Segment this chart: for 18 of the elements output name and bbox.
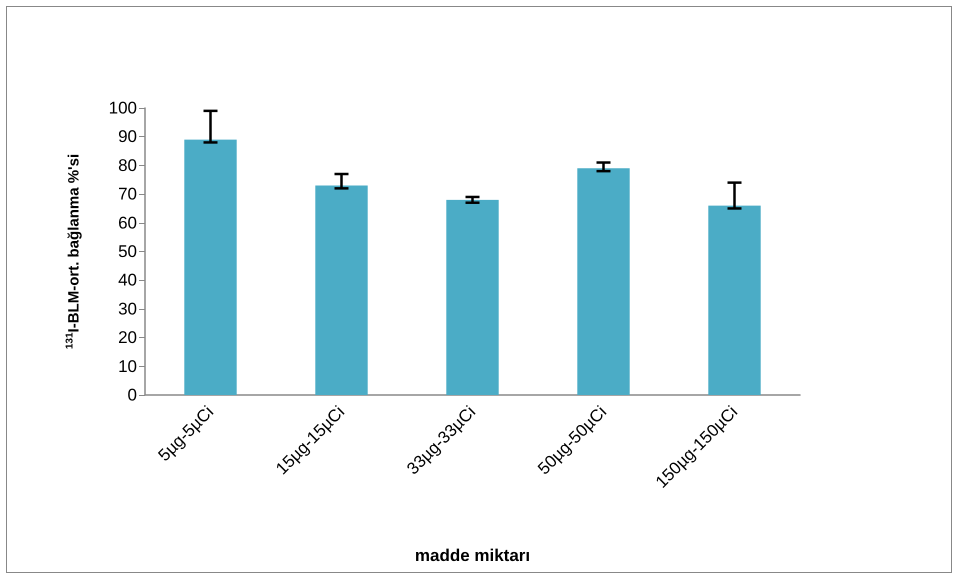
bar [577, 168, 630, 395]
y-tick-label: 20 [118, 328, 137, 348]
y-tick-label: 30 [118, 299, 137, 318]
y-tick-label: 100 [108, 98, 137, 118]
bar [708, 206, 761, 395]
bar [184, 140, 237, 395]
y-tick-label: 60 [118, 213, 137, 232]
y-tick-label: 10 [118, 356, 137, 376]
x-axis-title: madde miktarı [414, 546, 530, 565]
y-tick-label: 70 [118, 184, 137, 204]
y-axis-title: 131I-BLM-ort. bağlanma %'si [64, 154, 82, 350]
y-tick-label: 50 [118, 242, 137, 261]
y-tick-label: 90 [118, 127, 137, 146]
y-tick-label: 0 [128, 386, 137, 404]
y-tick-label: 40 [118, 270, 137, 290]
bar [315, 185, 368, 395]
bar [446, 200, 499, 395]
y-tick-label: 80 [118, 156, 137, 175]
